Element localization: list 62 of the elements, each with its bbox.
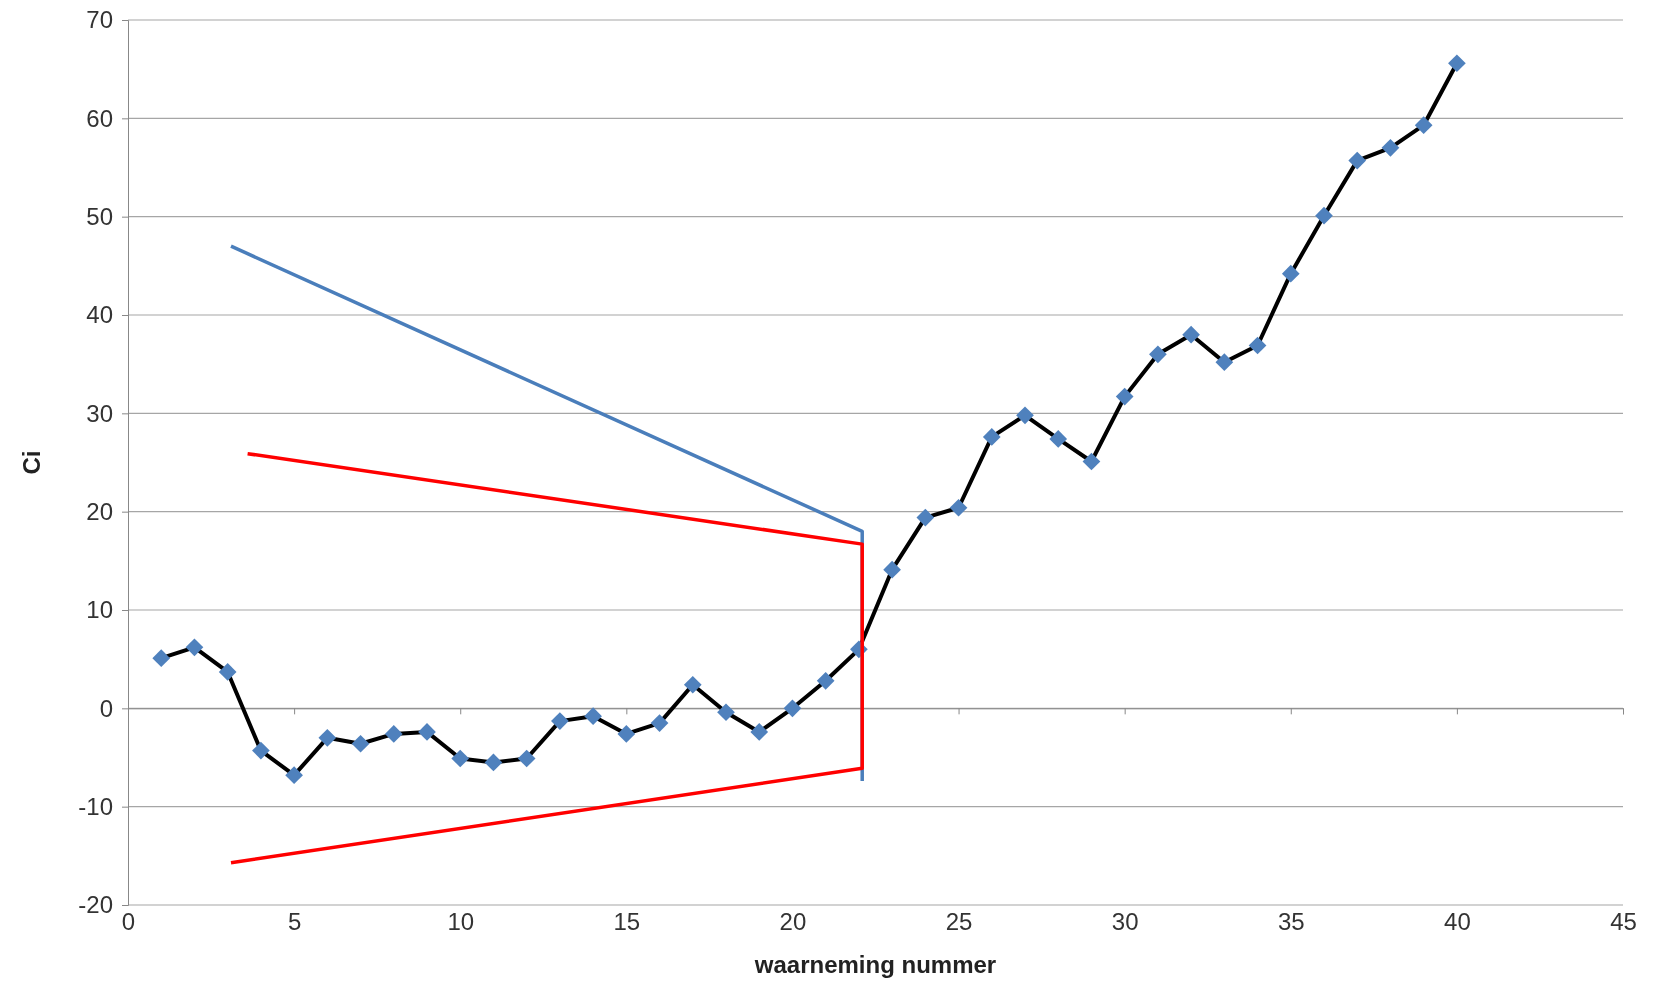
x-tick-label: 0 [121,907,136,935]
point [1016,406,1034,425]
x-tick-label: 40 [1444,907,1471,935]
y-tick-label: 0 [99,694,113,722]
point [218,663,237,681]
point [551,712,569,730]
y-tick-label: 30 [86,399,113,427]
point [750,723,769,741]
x-tick-label: 10 [447,907,475,935]
point [1348,151,1367,170]
point [717,703,735,722]
point [949,498,968,517]
point [916,508,935,527]
y-tick-label: 40 [86,301,113,329]
y-tick-label: -10 [78,792,113,820]
point [351,734,370,753]
y-tick-label: 50 [86,202,113,230]
y-tick-label: -20 [78,891,113,919]
point [1281,264,1300,283]
point [152,649,171,668]
x-axis-title: waarneming nummer [753,951,997,978]
point [1248,336,1267,355]
y-tick-label: 20 [86,497,113,525]
point [517,749,536,768]
point [1414,116,1433,135]
x-tick-label: 5 [287,907,302,935]
y-axis-title: Ci [18,450,45,475]
point [1448,54,1466,73]
point [1049,430,1068,448]
y-tick-label: 10 [86,596,113,624]
line-series [229,451,864,865]
point [883,560,901,579]
point [1115,387,1134,406]
point [418,723,436,741]
x-tick-label: 15 [613,907,641,935]
point [982,428,1001,446]
point [484,753,503,772]
point [185,638,204,657]
point [318,728,337,747]
x-tick-label: 35 [1277,907,1305,935]
point [451,749,470,768]
point [683,675,702,694]
point [617,725,636,743]
point [1215,353,1234,372]
point [1381,138,1400,157]
point [650,714,669,732]
point [252,741,270,760]
y-tick-label: 70 [86,6,113,34]
x-tick-label: 25 [945,907,973,935]
point [1182,325,1200,344]
point [783,699,802,718]
x-tick-label: 20 [779,907,807,935]
point [1149,345,1167,364]
point [1082,452,1101,471]
point [816,671,835,690]
x-tick-label: 45 [1610,907,1637,935]
point [1315,206,1333,225]
point [584,707,602,726]
y-tick-label: 60 [86,104,113,132]
x-tick-label: 30 [1111,907,1139,935]
point [285,766,303,785]
point [384,725,403,743]
